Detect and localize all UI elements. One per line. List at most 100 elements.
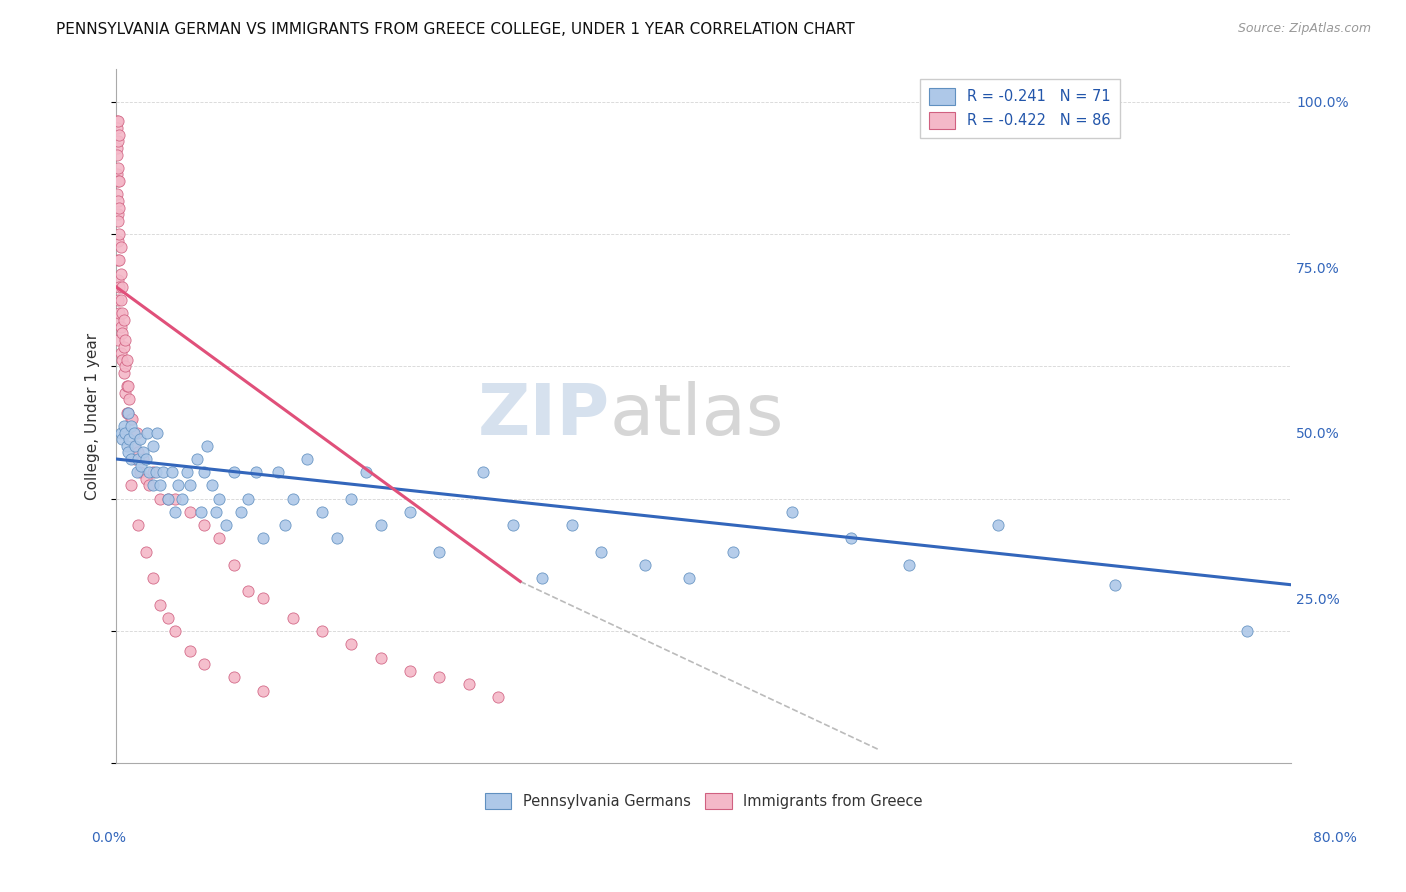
Point — [215, 518, 238, 533]
Point — [193, 657, 215, 672]
Point — [107, 293, 129, 308]
Point — [107, 313, 129, 327]
Point — [105, 114, 128, 128]
Point — [132, 452, 155, 467]
Point — [110, 346, 132, 360]
Point — [111, 352, 134, 367]
Point — [208, 491, 231, 506]
Point — [370, 518, 392, 533]
Point — [114, 359, 136, 374]
Point — [179, 505, 201, 519]
Point — [186, 452, 208, 467]
Point — [222, 670, 245, 684]
Point — [120, 418, 142, 433]
Point — [163, 624, 186, 639]
Point — [125, 465, 148, 479]
Point — [107, 161, 129, 175]
Point — [163, 505, 186, 519]
Point — [115, 406, 138, 420]
Point — [561, 518, 583, 533]
Point — [135, 544, 157, 558]
Point — [193, 518, 215, 533]
Point — [142, 439, 165, 453]
Point — [115, 439, 138, 453]
Point — [325, 532, 347, 546]
Point — [124, 439, 146, 453]
Point — [112, 366, 135, 380]
Point — [132, 445, 155, 459]
Legend: Pennsylvania Germans, Immigrants from Greece: Pennsylvania Germans, Immigrants from Gr… — [479, 787, 928, 815]
Point — [110, 240, 132, 254]
Point — [120, 452, 142, 467]
Point — [399, 664, 422, 678]
Point — [108, 201, 131, 215]
Point — [107, 134, 129, 148]
Point — [107, 234, 129, 248]
Point — [112, 313, 135, 327]
Point — [167, 478, 190, 492]
Point — [128, 432, 150, 446]
Point — [222, 558, 245, 572]
Point — [634, 558, 657, 572]
Text: atlas: atlas — [610, 382, 785, 450]
Point — [721, 544, 744, 558]
Point — [111, 326, 134, 341]
Point — [142, 571, 165, 585]
Point — [117, 406, 139, 420]
Point — [108, 174, 131, 188]
Point — [136, 425, 159, 440]
Point — [238, 491, 260, 506]
Point — [115, 379, 138, 393]
Point — [107, 213, 129, 227]
Point — [229, 505, 252, 519]
Point — [142, 465, 165, 479]
Point — [108, 253, 131, 268]
Point — [457, 677, 479, 691]
Point — [245, 465, 267, 479]
Point — [678, 571, 700, 585]
Point — [127, 518, 149, 533]
Point — [987, 518, 1010, 533]
Point — [122, 439, 145, 453]
Point — [107, 187, 129, 202]
Point — [107, 273, 129, 287]
Point — [311, 505, 333, 519]
Point — [201, 478, 224, 492]
Point — [252, 532, 274, 546]
Point — [107, 174, 129, 188]
Point — [589, 544, 612, 558]
Point — [281, 611, 304, 625]
Point — [531, 571, 554, 585]
Point — [138, 478, 160, 492]
Point — [429, 544, 451, 558]
Point — [156, 611, 179, 625]
Point — [105, 168, 128, 182]
Point — [1104, 578, 1126, 592]
Point — [111, 306, 134, 320]
Point — [179, 644, 201, 658]
Point — [267, 465, 290, 479]
Point — [110, 319, 132, 334]
Point — [149, 491, 172, 506]
Point — [107, 194, 129, 208]
Point — [145, 465, 167, 479]
Point — [486, 690, 509, 705]
Point — [193, 465, 215, 479]
Point — [780, 505, 803, 519]
Point — [118, 392, 141, 407]
Point — [898, 558, 921, 572]
Point — [238, 584, 260, 599]
Point — [354, 465, 377, 479]
Point — [112, 418, 135, 433]
Point — [110, 425, 132, 440]
Point — [311, 624, 333, 639]
Point — [120, 478, 142, 492]
Point — [208, 532, 231, 546]
Point — [195, 439, 218, 453]
Point — [281, 491, 304, 506]
Point — [114, 333, 136, 347]
Point — [107, 253, 129, 268]
Point — [135, 472, 157, 486]
Point — [274, 518, 297, 533]
Point — [115, 352, 138, 367]
